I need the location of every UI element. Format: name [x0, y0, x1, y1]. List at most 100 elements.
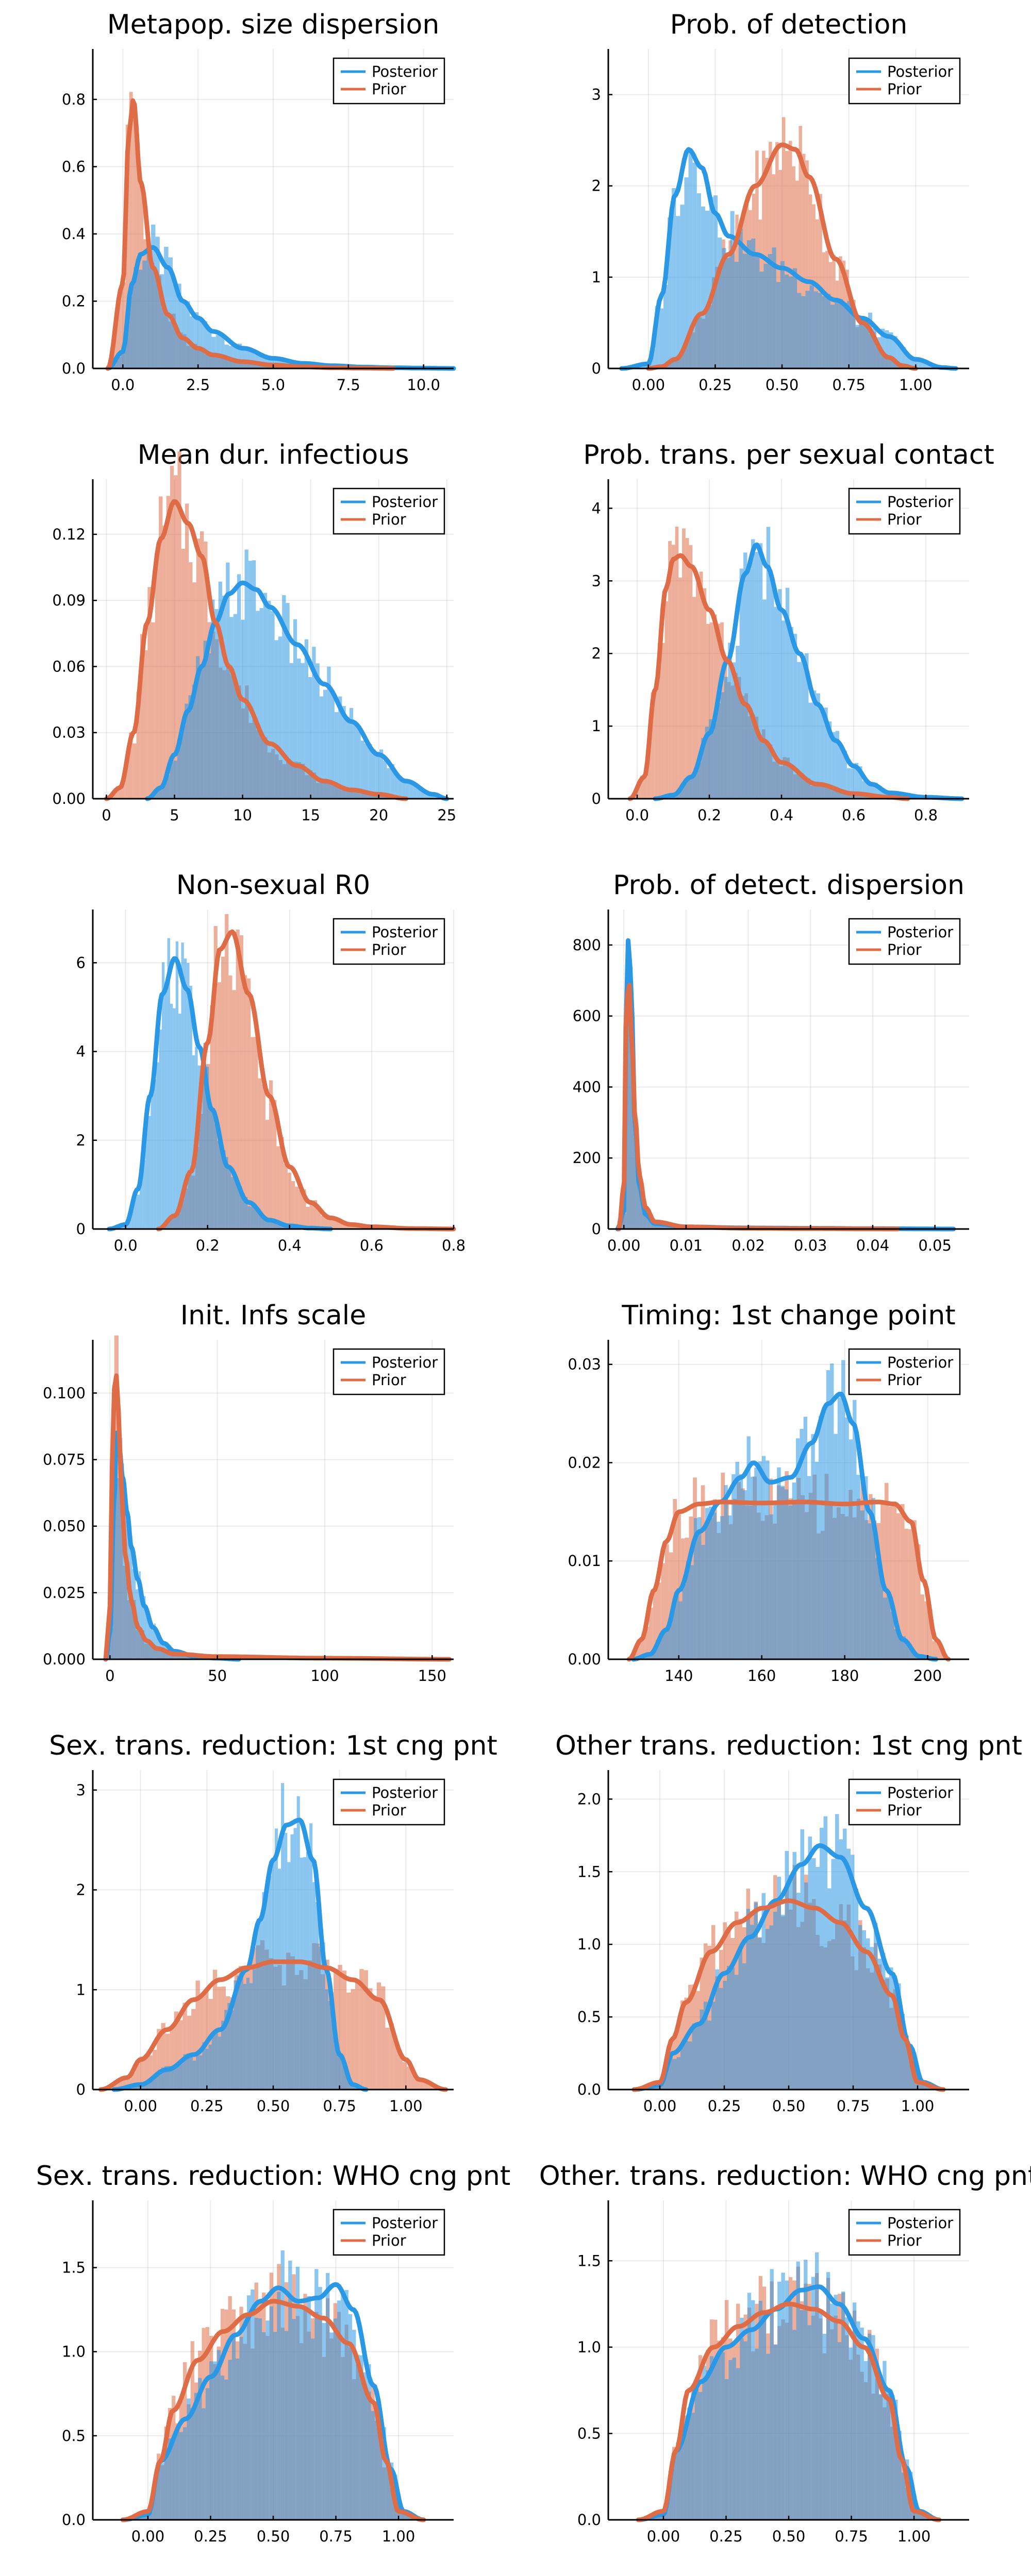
posterior-histogram-bar [776, 282, 780, 368]
posterior-histogram-bar [234, 1980, 237, 2090]
posterior-histogram-bar [155, 237, 160, 368]
posterior-histogram-bar [142, 2084, 146, 2090]
posterior-histogram-bar [338, 2057, 341, 2090]
posterior-histogram-bar [678, 1601, 683, 1659]
posterior-histogram-bar [769, 1925, 773, 2090]
posterior-histogram-bar [405, 2513, 409, 2520]
posterior-histogram-bar [750, 1476, 755, 1659]
posterior-histogram-bar [192, 1055, 195, 1229]
posterior-histogram-bar [739, 568, 744, 799]
x-tick-label: 0.8 [442, 1237, 465, 1254]
posterior-histogram-bar [241, 619, 245, 799]
posterior-histogram-bar [712, 722, 717, 799]
y-tick-label: 0.00 [568, 1651, 601, 1668]
prior-histogram-bar [643, 777, 647, 799]
prior-density-line [104, 499, 408, 801]
posterior-histogram-bar [818, 293, 822, 368]
legend-box [332, 2209, 445, 2256]
prior-histogram-bar [645, 1626, 649, 1659]
posterior-histogram-bar [889, 332, 893, 368]
posterior-histogram-bar [773, 2344, 778, 2520]
posterior-histogram-bar [247, 1206, 251, 1229]
prior-density-line [627, 553, 910, 801]
posterior-histogram-bar [626, 967, 630, 1229]
prior-histogram-bar [182, 2002, 187, 2090]
x-tick-label: 150 [418, 1667, 446, 1685]
prior-histogram-bar [888, 1506, 893, 1659]
posterior-histogram-bar [242, 346, 246, 368]
prior-density-line [120, 2299, 426, 2522]
legend-posterior-label: Posterior [372, 2214, 438, 2232]
posterior-histogram-bar [233, 346, 238, 368]
posterior-histogram-bar [835, 731, 839, 799]
legend-box [332, 1348, 445, 1395]
y-tick-label: 0.00 [52, 790, 86, 807]
prior-histogram-bar [181, 548, 185, 799]
y-tick-label: 400 [573, 1078, 601, 1096]
posterior-histogram-bar [723, 1981, 727, 2090]
prior-histogram-bar [185, 503, 189, 799]
posterior-histogram-bar [680, 205, 685, 368]
posterior-histogram-bar [368, 744, 372, 799]
prior-histogram-bar [350, 1225, 354, 1229]
posterior-histogram-bar [834, 1434, 838, 1659]
posterior-histogram-bar [854, 763, 859, 799]
y-tick-label: 600 [573, 1007, 601, 1025]
posterior-histogram-bar [134, 266, 138, 368]
posterior-histogram-bar [803, 1417, 808, 1659]
posterior-histogram-bar [705, 1508, 709, 1659]
prior-histogram-bar [199, 1995, 205, 2090]
posterior-histogram-bar [709, 2356, 714, 2520]
posterior-histogram-bar [222, 595, 226, 799]
y-tick-label: 0.5 [577, 2425, 601, 2442]
posterior-histogram-bar [724, 1485, 728, 1659]
posterior-histogram-bar [398, 776, 402, 799]
prior-histogram-bar [368, 1988, 373, 2090]
posterior-histogram-bar [229, 617, 234, 799]
panel-title: Other. trans. reduction: WHO cng pnt [539, 2161, 1031, 2192]
prior-histogram-bar [688, 1984, 692, 2090]
posterior-histogram-bar [901, 347, 906, 368]
posterior-histogram-bar [329, 2332, 334, 2520]
posterior-histogram-bar [198, 318, 203, 368]
posterior-histogram-bar [196, 656, 200, 799]
posterior-histogram-bar [647, 1219, 652, 1229]
posterior-histogram-bar [735, 1461, 739, 1659]
posterior-histogram-bar [668, 2478, 672, 2520]
posterior-histogram-bar [763, 263, 768, 368]
prior-histogram-bar [647, 748, 651, 799]
legend-box [332, 57, 445, 105]
prior-histogram-bar [118, 291, 122, 368]
posterior-histogram-bar [879, 1577, 883, 1659]
posterior-histogram-bar [894, 1629, 899, 1659]
posterior-histogram-bar [894, 2399, 898, 2520]
prior-histogram-bar [228, 975, 232, 1229]
posterior-histogram-bar [758, 1938, 762, 2090]
posterior-histogram-bar [168, 2438, 172, 2520]
posterior-histogram-bar [922, 361, 927, 368]
prior-histogram-bar [115, 313, 119, 368]
posterior-histogram-bar [692, 162, 697, 368]
y-tick-label: 0.6 [62, 158, 86, 175]
y-tick-label: 2.0 [577, 1790, 601, 1808]
panel: Init. Infs scale 0 50 100 150 0.000 0.025 0.050… [43, 1300, 454, 1685]
posterior-histogram-bar [697, 1517, 702, 1659]
y-tick-label: 0.5 [577, 2008, 601, 2026]
prior-histogram-bar [217, 982, 221, 1229]
posterior-histogram-bar [780, 261, 785, 368]
panel: Prob. of detection 0.00 0.25 0.50 0.75 1.00 0 1… [592, 9, 969, 394]
posterior-histogram-bar [676, 2057, 680, 2090]
prior-histogram-bar [802, 154, 806, 368]
posterior-histogram-bar [198, 2378, 202, 2520]
prior-histogram-bar [424, 2081, 429, 2090]
posterior-histogram-bar [711, 2001, 716, 2090]
prior-histogram-bar [261, 1084, 265, 1229]
posterior-histogram-bar [175, 941, 179, 1229]
posterior-histogram-bar [676, 216, 680, 368]
prior-histogram-bar [692, 597, 696, 799]
posterior-histogram-bar [924, 2083, 928, 2090]
posterior-histogram-bar [256, 1927, 259, 2090]
posterior-histogram-bar [161, 962, 165, 1229]
posterior-histogram-bar [145, 2083, 149, 2090]
